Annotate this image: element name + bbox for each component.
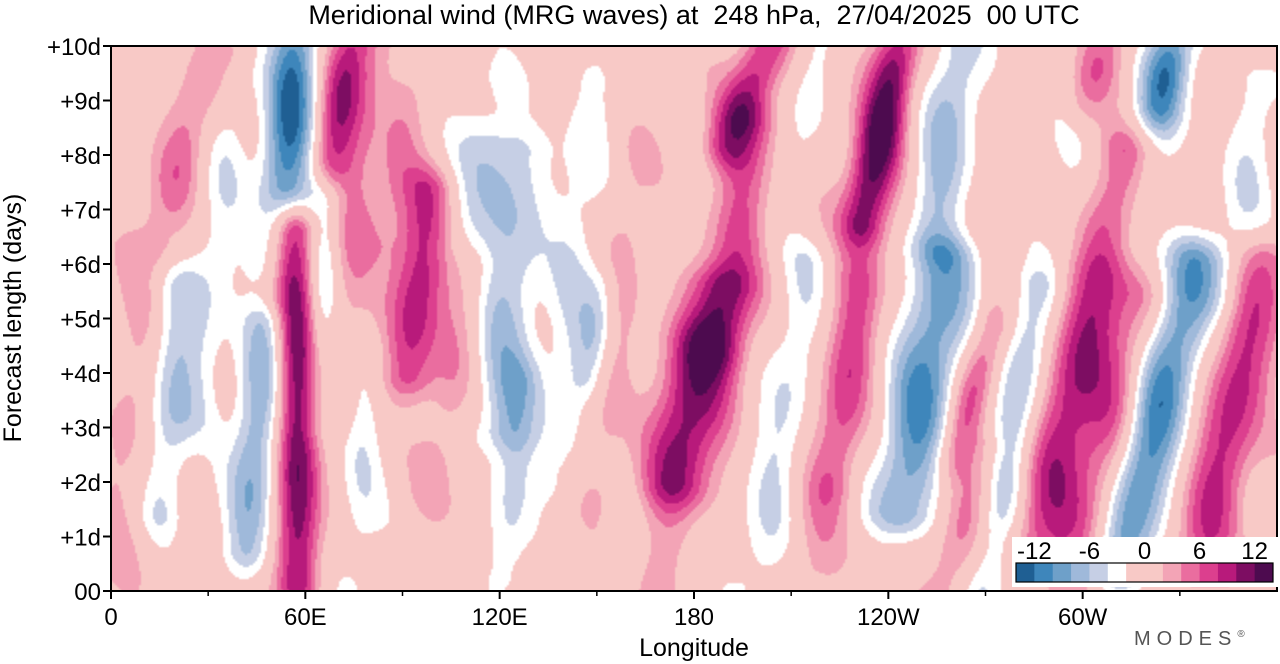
y-axis: 00 +1d +2d +3d +4d +5d +6d +7d +8d +9d +10d	[47, 34, 111, 606]
colorbar-label: 0	[1138, 538, 1151, 565]
colorbar-swatch	[1052, 563, 1072, 582]
y-tick-label: +6d	[60, 252, 101, 279]
colorbar-label: -12	[1017, 538, 1052, 565]
colorbar-swatch	[1236, 563, 1256, 582]
colorbar-label: -6	[1079, 538, 1100, 565]
colorbar-swatch	[1162, 563, 1182, 582]
chart-title: Meridional wind (MRG waves) at 248 hPa, …	[308, 0, 1079, 30]
colorbar-label: 6	[1193, 538, 1206, 565]
colorbar-swatch	[1199, 563, 1219, 582]
brand-logo: MODES®	[1134, 628, 1245, 650]
y-tick-label: +4d	[60, 361, 101, 388]
y-axis-label: Forecast length (days)	[0, 194, 27, 443]
x-axis: 0 60E 120E 180 120W 60W	[104, 591, 1181, 631]
x-tick-label: 60W	[1058, 604, 1108, 631]
colorbar-legend: -12 -6 0 6 12	[1012, 537, 1279, 587]
y-tick-label: +7d	[60, 198, 101, 225]
y-tick-label: +3d	[60, 416, 101, 443]
colorbar-swatch	[1181, 563, 1201, 582]
x-tick-label: 120E	[472, 604, 528, 631]
wind-field-heatmap	[111, 46, 1277, 591]
x-tick-label: 0	[104, 604, 117, 631]
colorbar-swatch	[1107, 563, 1127, 582]
colorbar-swatch	[1254, 563, 1274, 582]
colorbar-swatch	[1071, 563, 1090, 582]
y-tick-label: +5d	[60, 307, 101, 334]
colorbar-swatch	[1016, 563, 1035, 582]
colorbar-frame	[1015, 562, 1274, 583]
x-tick-label: 180	[674, 604, 714, 631]
y-tick-label: +8d	[60, 143, 101, 170]
x-tick-label: 120W	[857, 604, 920, 631]
y-tick-label: +9d	[60, 89, 101, 116]
y-tick-label: 00	[74, 579, 101, 606]
brand-name: MODES	[1134, 628, 1237, 650]
colorbar-swatch	[1217, 563, 1237, 582]
brand-registered-mark: ®	[1237, 629, 1245, 640]
colorbar-swatch	[1034, 563, 1054, 582]
colorbar-swatch	[1126, 563, 1164, 582]
y-tick-label: +10d	[47, 34, 101, 61]
x-tick-label: 60E	[284, 604, 327, 631]
colorbar-swatch	[1089, 563, 1109, 582]
x-axis-label: Longitude	[639, 634, 749, 662]
y-tick-label: +1d	[60, 525, 101, 552]
colorbar-label: 12	[1241, 538, 1268, 565]
y-tick-label: +2d	[60, 470, 101, 497]
